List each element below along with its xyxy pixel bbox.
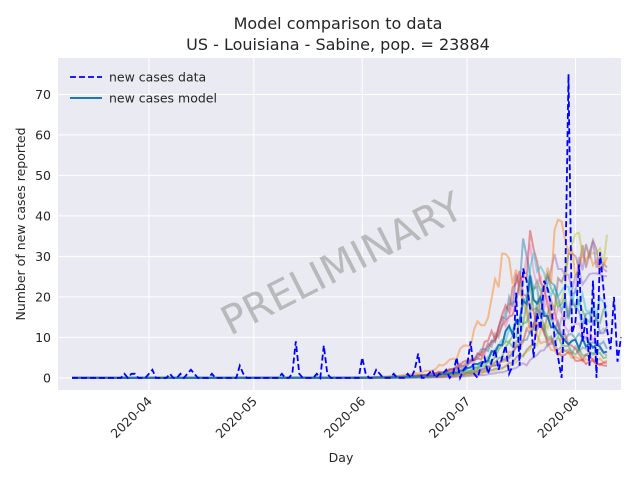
x-tick-label: 2020-08 [534,393,582,441]
x-tick-label: 2020-06 [321,393,369,441]
data-series [72,74,622,382]
x-tick-label: 2020-04 [107,393,155,441]
y-tick-label: 70 [35,87,51,102]
x-tick-label: 2020-07 [426,394,474,442]
y-tick-label: 10 [35,330,51,345]
chart-title: Model comparison to data [234,14,443,33]
legend-label-data: new cases data [109,70,206,85]
data-line [72,74,622,382]
y-axis-ticks: 0 10 20 30 40 50 60 70 [35,87,51,385]
y-tick-label: 60 [35,127,51,142]
x-tick-label: 2020-05 [212,394,260,442]
plot-area [58,58,621,390]
grid [58,58,621,390]
legend-label-model: new cases model [109,91,217,106]
x-axis-label: Day [329,450,354,465]
chart-titles: Model comparison to data US - Louisiana … [186,14,490,54]
y-tick-label: 50 [35,168,51,183]
chart-subtitle: US - Louisiana - Sabine, pop. = 23884 [186,35,490,54]
y-tick-label: 40 [35,208,51,223]
y-axis-label: Number of new cases reported [13,127,28,320]
y-tick-label: 0 [43,370,51,385]
y-tick-label: 20 [35,289,51,304]
legend: new cases data new cases model [70,70,217,106]
y-tick-label: 30 [35,249,51,264]
x-axis-ticks: 2020-04 2020-05 2020-06 2020-07 2020-08 [107,393,581,441]
